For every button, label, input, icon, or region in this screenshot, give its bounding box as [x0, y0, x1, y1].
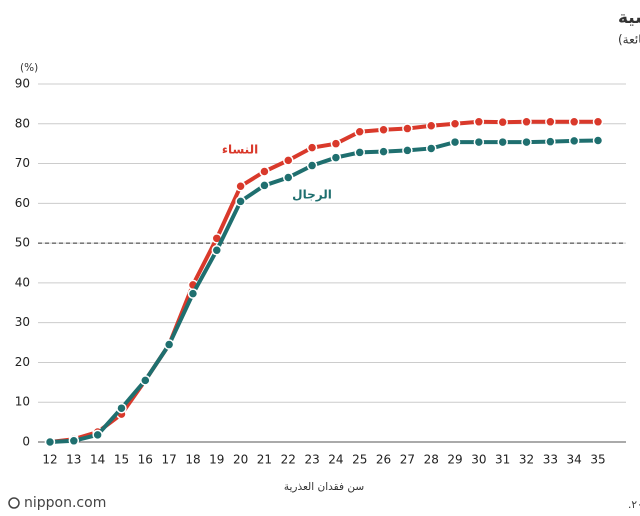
- data-point: [521, 116, 532, 128]
- chart-subtitle: (مع استثناء الاستجابات غير الواضحة أو ال…: [618, 32, 640, 48]
- data-point: [592, 116, 604, 128]
- data-point: [354, 147, 365, 158]
- data-point: [283, 172, 294, 183]
- x-tick-label: 32: [519, 453, 534, 467]
- y-tick-label: 80: [15, 116, 30, 130]
- y-tick-label: 50: [15, 236, 30, 250]
- series-label: الرجال: [292, 188, 332, 202]
- chart-title: نسبة الأشخاص الذين لديهم تجارب جنسية: [618, 7, 640, 28]
- data-point: [140, 375, 151, 386]
- x-tick-label: 33: [543, 453, 558, 467]
- x-tick-label: 19: [209, 453, 224, 467]
- x-tick-label: 17: [161, 453, 176, 467]
- x-tick-label: 34: [567, 453, 582, 467]
- x-tick-label: 35: [590, 453, 605, 467]
- data-point: [330, 138, 342, 149]
- data-point: [449, 118, 461, 130]
- data-point: [235, 180, 246, 192]
- data-point: [473, 116, 485, 128]
- series-line: [49, 138, 599, 444]
- data-point: [497, 136, 508, 148]
- data-point: [425, 120, 437, 132]
- data-point: [354, 126, 365, 137]
- logo: nippon.com: [8, 495, 106, 511]
- data-point: [497, 116, 508, 128]
- data-point: [44, 436, 56, 448]
- data-point: [235, 196, 246, 207]
- y-tick-label: 40: [15, 275, 30, 289]
- x-tick-label: 21: [257, 453, 272, 467]
- series-label: النساء: [222, 143, 258, 157]
- x-tick-label: 27: [400, 453, 415, 467]
- data-point: [592, 135, 604, 146]
- data-point: [568, 116, 580, 128]
- data-point: [211, 245, 223, 256]
- y-tick-label: 90: [15, 77, 30, 91]
- data-point: [68, 435, 80, 447]
- data-point: [163, 339, 175, 350]
- x-tick-label: 29: [447, 453, 462, 467]
- y-tick-label: 60: [15, 196, 30, 210]
- data-point: [187, 288, 199, 299]
- data-point: [330, 152, 342, 163]
- y-tick-label: 0: [22, 435, 30, 449]
- y-axis-unit: (%): [20, 62, 38, 74]
- data-point: [306, 142, 318, 153]
- y-tick-label: 30: [15, 315, 30, 329]
- data-point: [521, 136, 532, 148]
- data-point: [545, 116, 556, 128]
- y-tick-label: 70: [15, 156, 30, 170]
- x-tick-label: 28: [424, 453, 439, 467]
- x-tick-label: 18: [185, 453, 200, 467]
- x-tick-label: 16: [138, 453, 153, 467]
- y-tick-label: 20: [15, 355, 30, 369]
- data-point: [378, 124, 389, 135]
- data-point: [402, 145, 413, 156]
- data-point: [568, 135, 580, 147]
- data-point: [449, 136, 461, 148]
- data-point: [425, 143, 437, 154]
- data-point: [473, 136, 485, 148]
- data-point: [402, 123, 413, 134]
- x-tick-label: 13: [66, 453, 81, 467]
- x-tick-label: 14: [90, 453, 105, 467]
- data-point: [378, 146, 389, 157]
- data-point: [545, 136, 556, 147]
- x-tick-label: 23: [304, 453, 319, 467]
- x-tick-label: 31: [495, 453, 510, 467]
- data-point: [259, 166, 270, 177]
- data-point: [283, 155, 294, 166]
- source-note: المصدر: استطلاع الجمعية اليابانية للتخطي…: [628, 498, 640, 511]
- y-tick-label: 10: [15, 395, 30, 409]
- data-point: [116, 402, 127, 414]
- data-point: [306, 160, 318, 171]
- x-tick-label: 20: [233, 453, 248, 467]
- x-tick-label: 30: [471, 453, 486, 467]
- logo-text: nippon.com: [24, 495, 106, 511]
- x-tick-label: 15: [114, 453, 129, 467]
- data-point: [92, 429, 103, 441]
- x-tick-label: 24: [328, 453, 343, 467]
- data-point: [259, 180, 270, 191]
- x-tick-label: 12: [42, 453, 57, 467]
- x-axis-label: سن فقدان العذرية: [284, 481, 364, 493]
- logo-icon: [8, 497, 20, 509]
- x-tick-label: 26: [376, 453, 391, 467]
- x-tick-label: 25: [352, 453, 367, 467]
- x-tick-label: 22: [281, 453, 296, 467]
